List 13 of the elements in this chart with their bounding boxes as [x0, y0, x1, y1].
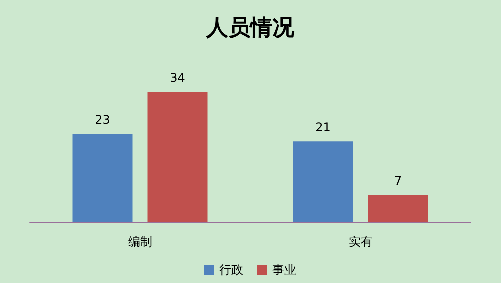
bar — [72, 134, 133, 222]
data-label: 21 — [316, 120, 331, 135]
x-tick-label: 编制 — [128, 235, 152, 249]
chart-title: 人员情况 — [206, 15, 296, 41]
legend-label: 事业 — [272, 263, 296, 277]
bar — [148, 92, 208, 222]
bar — [293, 142, 354, 222]
x-tick-label: 实有 — [348, 235, 373, 249]
data-label: 7 — [394, 174, 402, 188]
data-label: 34 — [170, 70, 186, 85]
data-label: 23 — [95, 113, 110, 128]
bar — [368, 195, 428, 222]
legend-label: 行政 — [220, 263, 244, 277]
